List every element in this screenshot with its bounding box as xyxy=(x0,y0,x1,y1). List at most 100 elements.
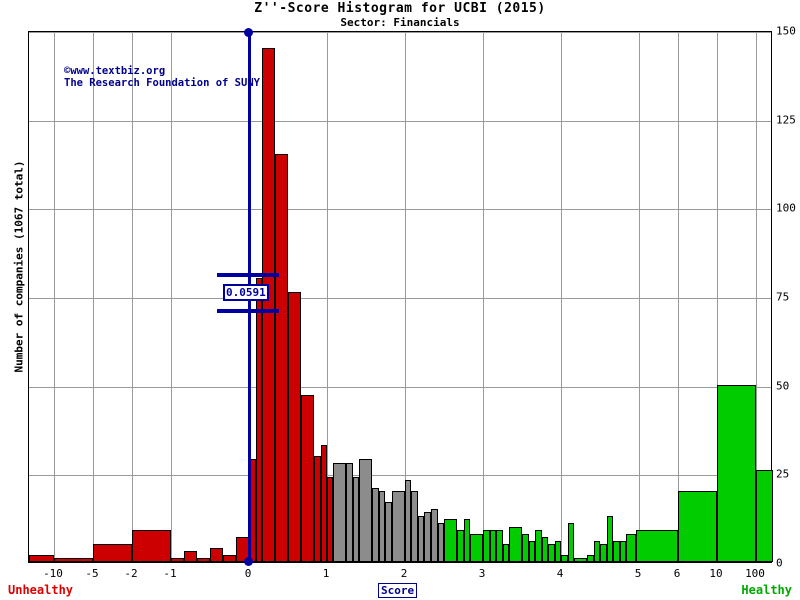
x-gridline xyxy=(756,32,757,562)
histogram-bar xyxy=(756,469,773,562)
marker-bracket-lower xyxy=(217,308,279,313)
grid-layer xyxy=(29,32,771,562)
y-tick-label: 150 xyxy=(776,24,796,38)
histogram-bar xyxy=(470,533,483,562)
score-marker: 0.0591 xyxy=(29,28,771,566)
histogram-bar xyxy=(509,526,522,562)
x-gridline xyxy=(483,32,484,562)
x-tick-label: 4 xyxy=(556,567,564,580)
copyright-line-2: The Research Foundation of SUNY xyxy=(64,77,260,89)
histogram-bar xyxy=(626,533,636,562)
y-tick-label: 125 xyxy=(776,113,796,127)
zone-label-unhealthy: Unhealthy xyxy=(8,583,74,597)
x-gridline xyxy=(54,32,55,562)
histogram-bar xyxy=(529,540,535,562)
x-gridline xyxy=(132,32,133,562)
x-tick-label: -1 xyxy=(163,567,177,580)
histogram-bar xyxy=(483,530,490,562)
histogram-bar xyxy=(184,551,197,562)
y-gridline xyxy=(29,209,771,211)
x-tick-label: 0 xyxy=(244,567,252,580)
histogram-bar xyxy=(457,530,464,562)
x-gridline xyxy=(639,32,640,562)
histogram-bar xyxy=(262,47,275,562)
x-tick-label: 5 xyxy=(634,567,642,580)
histogram-bar xyxy=(555,540,561,562)
y-axis-title: Number of companies (1067 total) xyxy=(12,160,26,373)
histogram-bars xyxy=(29,32,773,562)
histogram-bar xyxy=(594,540,600,562)
histogram-bar xyxy=(613,540,620,562)
y-gridline xyxy=(29,475,771,477)
x-axis-title: Score xyxy=(378,583,418,598)
histogram-bar xyxy=(636,530,678,562)
marker-dot-bottom xyxy=(244,557,253,566)
histogram-bar xyxy=(548,544,555,562)
histogram-bar xyxy=(717,384,756,562)
histogram-bar xyxy=(29,554,54,562)
x-tick-label: -2 xyxy=(124,567,138,580)
histogram-bar xyxy=(314,455,321,562)
y-tick-label: 25 xyxy=(776,467,790,481)
histogram-bar xyxy=(405,480,411,562)
x-tick-label: 3 xyxy=(478,567,486,580)
histogram-bar xyxy=(607,515,613,562)
histogram-bar xyxy=(288,292,301,562)
histogram-bar xyxy=(464,519,470,562)
x-tick-label: 1 xyxy=(322,567,330,580)
x-gridline xyxy=(93,32,94,562)
x-gridline xyxy=(717,32,718,562)
histogram-bar xyxy=(392,491,405,562)
histogram-bar xyxy=(171,558,184,562)
x-tick-label: 2 xyxy=(400,567,408,580)
histogram-bar xyxy=(359,459,372,562)
x-tick-label: 100 xyxy=(745,567,765,580)
x-tick-label: 6 xyxy=(673,567,681,580)
histogram-bar xyxy=(522,533,529,562)
histogram-bar xyxy=(333,462,346,562)
histogram-bar xyxy=(503,544,509,562)
histogram-bar xyxy=(574,558,587,562)
histogram-bar xyxy=(353,476,359,562)
histogram-bar xyxy=(490,530,496,562)
histogram-bar xyxy=(54,558,93,562)
chart-subtitle: Sector: Financials xyxy=(340,16,460,29)
histogram-bar xyxy=(444,519,457,562)
histogram-bar xyxy=(132,530,171,562)
x-gridline xyxy=(561,32,562,562)
zone-label-healthy: Healthy xyxy=(741,583,792,597)
marker-bracket-upper xyxy=(217,273,279,278)
histogram-bar xyxy=(424,512,431,562)
histogram-bar xyxy=(93,544,132,562)
y-gridline xyxy=(29,32,771,33)
plot-area: 0.0591 ©www.textbiz.org The Research Fou… xyxy=(28,28,773,566)
x-tick-label: -10 xyxy=(43,567,63,580)
y-tick-label: 0 xyxy=(776,556,783,570)
histogram-bar xyxy=(568,523,574,562)
x-tick-label: -5 xyxy=(85,567,99,580)
histogram-bar xyxy=(346,462,353,562)
copyright-line-1: ©www.textbiz.org xyxy=(64,65,166,77)
histogram-bar xyxy=(210,547,223,562)
x-gridline xyxy=(327,32,328,562)
histogram-bar xyxy=(600,544,607,562)
histogram-bar xyxy=(275,154,288,562)
y-tick-label: 100 xyxy=(776,201,796,215)
histogram-bar xyxy=(678,491,717,562)
histogram-bar xyxy=(379,491,385,562)
x-gridline xyxy=(405,32,406,562)
y-gridline xyxy=(29,298,771,299)
histogram-bar xyxy=(197,558,210,562)
histogram-bar xyxy=(438,523,444,562)
y-gridline xyxy=(29,120,771,122)
histogram-bar xyxy=(321,444,327,562)
histogram-bar xyxy=(587,554,594,562)
histogram-bar xyxy=(411,491,418,562)
y-gridline xyxy=(29,386,771,388)
marker-dot-top xyxy=(244,28,253,37)
x-tick-label: 10 xyxy=(709,567,723,580)
y-tick-label: 75 xyxy=(776,290,790,304)
histogram-bar xyxy=(561,554,568,562)
histogram-bar xyxy=(256,278,262,562)
